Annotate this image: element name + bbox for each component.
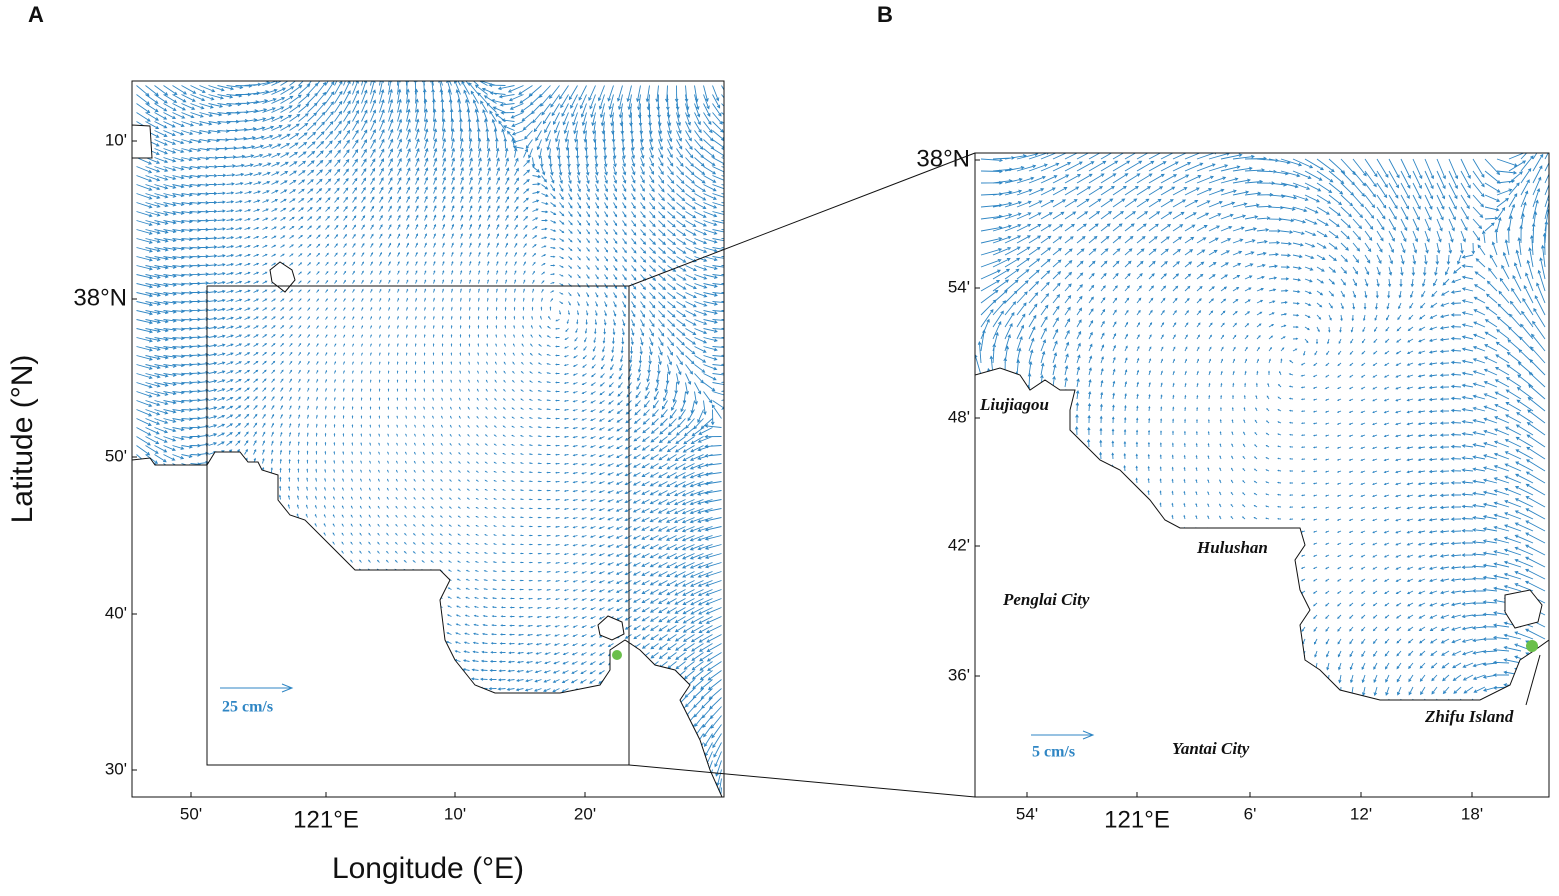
- leader-line: [1525, 654, 1541, 706]
- panel-label: B: [877, 2, 893, 27]
- y-tick-label: 38°N: [916, 145, 970, 172]
- connector: [628, 152, 976, 287]
- zoom-box: [206, 285, 630, 766]
- y-axis-title: Latitude (°N): [6, 355, 39, 524]
- scale-label: 25 cm/s: [222, 699, 273, 716]
- place-label: Hulushan: [1196, 538, 1268, 557]
- y-tick-label: 30': [105, 759, 127, 778]
- y-tick-label: 42': [948, 535, 970, 554]
- scale-label: 5 cm/s: [1032, 744, 1075, 761]
- land-b: [975, 367, 1549, 797]
- x-tick-label: 50': [180, 804, 202, 823]
- x-tick-label: 121°E: [1104, 806, 1170, 833]
- panel-label: A: [28, 2, 44, 27]
- site-marker: [1526, 640, 1538, 652]
- x-axis-title: Longitude (°E): [332, 852, 524, 885]
- y-tick-label: 36': [948, 665, 970, 684]
- y-tick-label: 48': [948, 407, 970, 426]
- site-marker: [612, 650, 622, 660]
- frame-a: [131, 80, 725, 798]
- x-tick-label: 18': [1461, 804, 1483, 823]
- y-tick-label: 10': [105, 130, 127, 149]
- x-tick-label: 6': [1244, 804, 1257, 823]
- y-tick-label: 50': [105, 446, 127, 465]
- frame-b: [974, 152, 1550, 798]
- x-tick-label: 121°E: [293, 806, 359, 833]
- x-tick-label: 20': [574, 804, 596, 823]
- x-tick-label: 10': [444, 804, 466, 823]
- x-tick-label: 54': [1016, 804, 1038, 823]
- connector: [628, 764, 976, 798]
- place-label: Liujiagou: [979, 395, 1049, 414]
- y-tick-label: 38°N: [73, 284, 127, 311]
- land-a: [132, 124, 723, 797]
- place-label: Yantai City: [1172, 739, 1250, 758]
- place-label: Penglai City: [1002, 590, 1090, 609]
- x-tick-label: 12': [1350, 804, 1372, 823]
- y-tick-label: 40': [105, 603, 127, 622]
- place-label: Zhifu Island: [1424, 707, 1514, 726]
- y-tick-label: 54': [948, 277, 970, 296]
- scale-arrow: [220, 683, 1095, 740]
